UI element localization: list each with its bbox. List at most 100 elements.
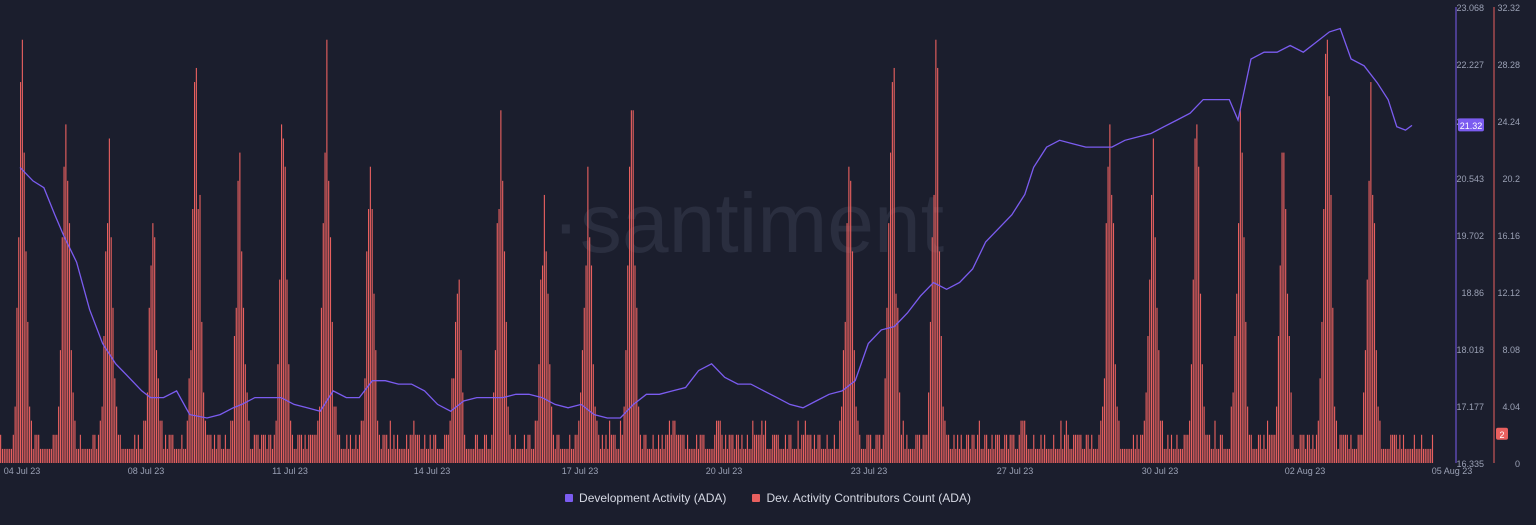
contributors-bar: [1426, 448, 1428, 463]
contributors-bar: [226, 448, 228, 463]
contributors-bar: [757, 434, 759, 463]
contributors-bar: [995, 434, 997, 463]
contributors-bar: [161, 420, 163, 463]
contributors-bar: [146, 392, 148, 463]
contributors-bar: [1201, 364, 1203, 463]
contributors-bar: [1074, 434, 1076, 463]
contributors-bar: [5, 448, 7, 463]
contributors-bar: [904, 448, 906, 463]
contributors-bar: [779, 448, 781, 463]
contributors-bar: [996, 434, 999, 463]
contributors-bar: [1156, 307, 1158, 463]
contributors-bar: [1372, 194, 1374, 463]
contributors-bar: [663, 448, 665, 463]
contributors-bar: [909, 448, 912, 463]
contributors-bar: [882, 434, 884, 463]
contributors-bar: [1254, 448, 1256, 463]
bars-layer: [0, 39, 1434, 464]
left-axis-tick-label: 19.702: [1456, 231, 1484, 241]
contributors-bar: [1006, 434, 1008, 463]
contributors-bar: [1109, 124, 1111, 463]
contributors-bar: [1344, 434, 1347, 463]
axes-layer: 23.06822.22721.38520.54319.70218.8618.01…: [4, 3, 1520, 476]
contributors-bar: [516, 448, 518, 463]
contributors-bar: [694, 448, 696, 463]
contributors-bar: [1341, 434, 1343, 463]
contributors-bar: [1190, 364, 1192, 463]
current-contributors-badge: [1496, 427, 1508, 440]
contributors-bar: [10, 448, 13, 463]
contributors-bar: [873, 448, 875, 463]
contributors-bar: [590, 265, 593, 463]
legend-item-dev-activity[interactable]: Development Activity (ADA): [565, 491, 726, 505]
contributors-bar: [1406, 448, 1408, 463]
contributors-bar: [174, 448, 176, 463]
contributors-bar: [228, 448, 230, 463]
contributors-bar: [973, 434, 975, 463]
contributors-bar: [346, 434, 348, 463]
contributors-bar: [861, 448, 863, 463]
contributors-bar: [1094, 448, 1096, 463]
contributors-bar: [625, 350, 627, 463]
contributors-bar: [1325, 53, 1327, 464]
contributors-bar: [74, 420, 76, 463]
contributors-bar: [598, 434, 600, 463]
legend-item-contributors[interactable]: Dev. Activity Contributors Count (ADA): [752, 491, 971, 505]
contributors-bar: [581, 350, 583, 463]
contributors-bar: [1397, 448, 1399, 463]
contributors-bar: [768, 448, 770, 463]
contributors-bar: [348, 448, 350, 463]
contributors-bar: [561, 448, 564, 463]
contributors-bar: [1123, 448, 1125, 463]
contributors-bar: [619, 420, 622, 463]
contributors-bar: [638, 406, 640, 463]
contributors-bar: [63, 166, 65, 463]
contributors-bar: [411, 434, 413, 463]
contributors-bar: [436, 448, 438, 463]
contributors-bar: [594, 406, 596, 463]
contributors-bar: [621, 434, 623, 463]
current-contributors-value: 2: [1499, 430, 1504, 440]
contributors-bar: [87, 448, 89, 463]
contributors-bar: [929, 321, 931, 463]
contributors-bar: [1015, 448, 1017, 463]
legend-label-contributors: Dev. Activity Contributors Count (ADA): [766, 491, 971, 505]
contributors-bar: [609, 420, 611, 463]
contributors-bar: [179, 448, 181, 463]
contributors-bar: [547, 293, 549, 463]
contributors-bar: [618, 448, 620, 463]
contributors-bar: [1305, 448, 1307, 463]
contributors-bar: [696, 434, 698, 463]
contributors-bar: [902, 420, 904, 463]
contributors-bar: [1386, 448, 1388, 463]
contributors-bar: [726, 448, 728, 463]
contributors-bar: [36, 434, 38, 463]
contributors-bar: [1359, 434, 1361, 463]
contributors-bar: [7, 448, 9, 463]
contributors-bar: [578, 420, 580, 463]
contributors-bar: [725, 434, 727, 463]
contributors-bar: [659, 448, 661, 463]
contributors-bar: [1058, 448, 1060, 463]
contributors-bar: [1047, 448, 1049, 463]
contributors-bar: [1187, 434, 1189, 463]
contributors-bar: [1216, 448, 1218, 463]
contributors-bar: [1272, 434, 1274, 463]
contributors-bar: [917, 434, 919, 463]
contributors-bar: [875, 434, 877, 463]
contributors-bar: [1199, 293, 1202, 463]
contributors-bar: [337, 434, 339, 463]
contributors-bar: [986, 434, 988, 463]
contributors-bar: [378, 434, 380, 463]
contributors-bar: [210, 434, 212, 463]
contributors-bar: [554, 448, 556, 463]
contributors-bar: [648, 448, 651, 463]
contributors-bar: [212, 448, 214, 463]
contributors-bar: [1393, 434, 1395, 463]
contributors-bar: [1054, 448, 1057, 463]
contributors-bar: [627, 265, 629, 463]
contributors-bar: [531, 448, 533, 463]
contributors-bar: [1410, 448, 1412, 463]
contributors-bar: [1413, 434, 1415, 463]
contributors-bar: [49, 448, 51, 463]
